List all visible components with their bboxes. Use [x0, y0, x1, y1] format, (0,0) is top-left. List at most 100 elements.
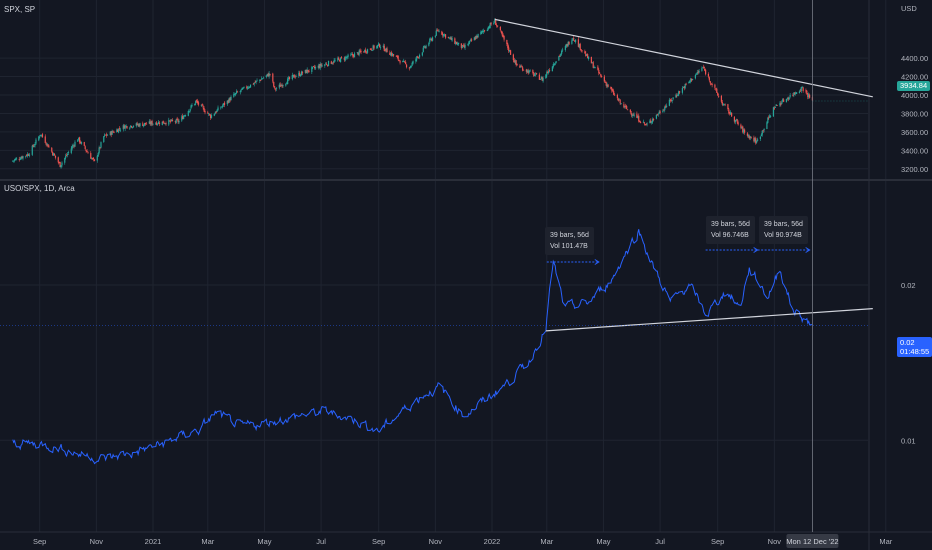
spx-candle	[428, 41, 430, 47]
spx-candle	[514, 58, 516, 65]
spx-candle	[242, 86, 244, 90]
spx-candle	[643, 121, 645, 126]
spx-candle	[526, 69, 528, 73]
spx-candle	[598, 68, 600, 76]
spx-candle	[53, 153, 56, 156]
spx-candle	[64, 157, 66, 165]
spx-candle	[689, 79, 691, 84]
measurement-range-3[interactable]	[757, 247, 811, 253]
spx-candle	[100, 141, 102, 149]
x-tick-label: Sep	[33, 537, 46, 546]
spx-candle	[99, 147, 101, 150]
spx-candle	[57, 156, 59, 165]
spx-candle	[545, 73, 547, 80]
spx-candle	[801, 85, 803, 89]
spx-candle	[291, 72, 293, 81]
spx-candle	[71, 144, 73, 151]
spx-candle	[262, 76, 265, 79]
spx-candle	[340, 57, 342, 63]
spx-candle	[592, 60, 594, 69]
spx-candle	[515, 59, 517, 67]
spx-candle	[547, 70, 549, 74]
spx-candle	[176, 116, 178, 121]
spx-candle	[282, 84, 284, 88]
spx-candle	[798, 89, 801, 94]
spx-candle	[398, 59, 400, 62]
ratio-y-tick-label: 0.01	[901, 436, 916, 445]
spx-candle	[747, 133, 749, 138]
spx-candle	[19, 157, 21, 161]
spx-candle	[781, 100, 783, 105]
spx-candle	[52, 151, 54, 156]
measurement-range-2[interactable]	[705, 247, 759, 253]
spx-candle	[210, 113, 213, 119]
spx-candle	[144, 122, 147, 126]
spx-candle	[785, 98, 788, 103]
spx-candle	[612, 88, 614, 93]
spx-candle	[698, 68, 700, 74]
spx-candle	[521, 64, 523, 68]
spx-candle	[691, 78, 693, 83]
x-tick-label: Sep	[711, 537, 724, 546]
spx-candle	[633, 112, 635, 118]
spx-candle	[352, 52, 354, 58]
spx-candle	[429, 37, 431, 44]
spx-candle	[12, 160, 14, 162]
spx-candle	[616, 93, 618, 101]
spx-candle	[15, 156, 18, 161]
spx-candle	[313, 65, 315, 68]
spx-candle	[139, 122, 141, 128]
spx-candle	[500, 30, 502, 34]
spx-candle	[675, 93, 677, 98]
spx-candle	[165, 121, 167, 126]
spx-candle	[117, 128, 119, 132]
spx-candle	[79, 136, 81, 145]
spx-candle	[366, 51, 368, 55]
spx-candle	[496, 25, 499, 28]
spx-candle	[476, 35, 478, 39]
spx-resistance-trendline[interactable]	[494, 18, 873, 98]
spx-candle	[438, 29, 440, 33]
spx-candle	[503, 35, 505, 42]
spx-candle	[757, 137, 759, 142]
spx-candle	[145, 122, 148, 125]
uso-spx-ratio-line	[12, 229, 813, 465]
spx-candles	[12, 18, 814, 169]
spx-candle	[551, 66, 553, 72]
spx-candle	[605, 81, 607, 88]
spx-candle	[572, 37, 574, 41]
spx-candle	[87, 151, 89, 154]
spx-candle	[690, 77, 692, 84]
spx-candle	[148, 119, 150, 125]
measurement-bars-3: 39 bars, 56d	[764, 221, 803, 228]
spx-candle	[337, 56, 339, 62]
spx-candle	[243, 86, 245, 89]
spx-candle	[775, 104, 777, 107]
spx-candle	[182, 113, 184, 120]
x-tick-label: Mar	[879, 537, 892, 546]
spx-candle	[213, 113, 215, 117]
measurement-range-1[interactable]	[546, 259, 600, 265]
spx-candle	[795, 91, 797, 96]
spx-candle	[171, 118, 174, 122]
spx-candle	[92, 157, 94, 161]
spx-candle	[378, 42, 380, 46]
spx-candle	[457, 42, 460, 46]
ratio-support-trendline[interactable]	[545, 308, 873, 332]
spx-candle	[788, 96, 790, 100]
spx-candle	[98, 145, 100, 155]
spx-candle	[565, 43, 567, 48]
spx-candle	[593, 65, 595, 69]
spx-candle	[304, 69, 306, 74]
spx-candle	[402, 60, 404, 63]
spx-candle	[435, 28, 437, 37]
spx-candle	[125, 124, 127, 128]
spx-candle	[202, 104, 204, 110]
spx-candle	[760, 133, 762, 137]
spx-candle	[653, 117, 655, 122]
spx-candle	[486, 28, 488, 32]
spx-candle	[568, 41, 570, 45]
spx-candle	[204, 109, 206, 115]
spx-candle	[333, 58, 335, 64]
